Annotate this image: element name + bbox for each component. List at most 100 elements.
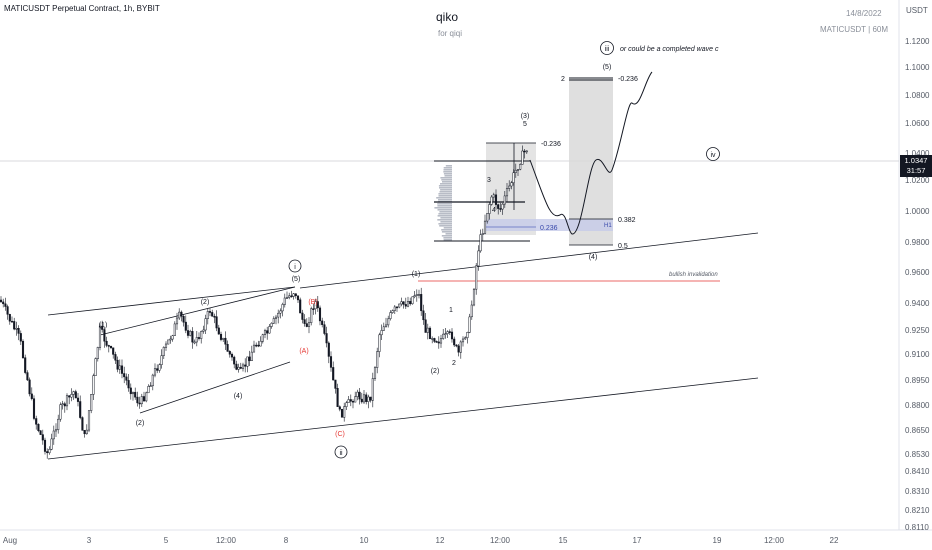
candle-body [347, 399, 350, 403]
candle-body [59, 404, 62, 420]
candle-body [470, 304, 473, 318]
fib-05-label: 0.5 [618, 243, 628, 250]
volume-profile-bar [443, 239, 452, 241]
volume-profile-bar [439, 211, 452, 213]
candle-body [457, 345, 460, 353]
fib-0236-label: 0.236 [540, 225, 558, 232]
volume-profile-bar [443, 169, 452, 171]
candle-body [290, 295, 293, 298]
candle-body [107, 345, 110, 347]
candle-body [237, 366, 240, 370]
candle-body [0, 299, 3, 303]
candle-body [134, 391, 137, 398]
wave-i-label: i [294, 264, 296, 271]
candle-body [147, 386, 150, 394]
candle-body [453, 338, 456, 346]
candle-body [336, 388, 339, 407]
candle-body [92, 375, 95, 395]
wave-one-small-label: 1 [449, 307, 453, 314]
price-tick-label: 0.9100 [905, 350, 930, 359]
candle-body [402, 301, 405, 305]
volume-profile-bar [441, 179, 452, 181]
candle-body [32, 398, 36, 419]
candle-body [488, 204, 491, 214]
candle-body [79, 401, 82, 418]
candle-body [213, 315, 216, 318]
candle-body [24, 357, 27, 373]
volume-profile-bar [437, 209, 452, 211]
candle-body [417, 294, 421, 296]
candle-body [296, 295, 300, 301]
candle-body [382, 326, 385, 331]
volume-profile-bar [438, 195, 452, 197]
candle-body [356, 391, 359, 397]
candle-body [358, 391, 361, 400]
candle-body [189, 331, 192, 336]
candle-body [435, 341, 438, 343]
candle-body [257, 344, 260, 347]
wave-ii-circle [334, 445, 348, 459]
candle-body [248, 356, 251, 362]
candle-body [30, 393, 33, 399]
candle-body [85, 429, 88, 435]
price-tick-label: 0.9250 [905, 326, 930, 335]
price-tick-label: 1.0600 [905, 119, 930, 128]
candle-body [448, 331, 451, 333]
price-tick-label: 0.8650 [905, 426, 930, 435]
candle-body [362, 394, 366, 403]
candle-body [369, 396, 372, 401]
candle-body [136, 396, 139, 404]
candle-body [437, 341, 440, 344]
wave-2-right-label: (2) [431, 368, 440, 375]
candle-body [35, 418, 38, 425]
candle-body [395, 306, 399, 309]
candle-body [112, 347, 115, 355]
candle-body [314, 301, 317, 310]
price-tick-label: 0.8950 [905, 376, 930, 385]
candle-body [367, 396, 370, 402]
wave-iv-circle [706, 147, 720, 161]
candle-body [186, 330, 190, 336]
candle-body [200, 331, 203, 339]
candle-body [131, 391, 135, 395]
candle-body [523, 150, 526, 153]
candle-body [167, 339, 170, 345]
candle-body [50, 438, 53, 450]
candle-body [426, 327, 429, 333]
candle-body [387, 318, 390, 326]
symbol-interval: MATICUSDT | 60M [820, 25, 889, 34]
candle-body [525, 150, 528, 153]
wave-4-proj-label: (4) [589, 254, 598, 261]
candle-body [266, 330, 269, 334]
volume-profile [434, 165, 452, 241]
candle-body [288, 295, 291, 298]
candle-body [15, 328, 18, 330]
wave-4-mid-label: (4) [234, 393, 243, 400]
candle-body [303, 319, 306, 324]
chart-title: MATICUSDT Perpetual Contract, 1h, BYBIT [4, 4, 160, 13]
candle-body [294, 293, 297, 297]
candle-body [499, 208, 502, 210]
candle-body [446, 331, 449, 334]
fib-neg236-big-label: -0.236 [618, 76, 638, 83]
candle-body [439, 338, 443, 344]
last-price-value: 1.0347 [905, 156, 928, 165]
candle-body [413, 295, 416, 298]
candle-body [250, 351, 253, 361]
candle-body [519, 164, 522, 170]
candle-body [360, 398, 363, 403]
candle-body [512, 172, 515, 183]
candle-body [510, 182, 513, 187]
volume-profile-bar [445, 165, 452, 167]
candle-body [307, 322, 311, 327]
candle-body [151, 374, 154, 387]
candle-body [6, 306, 9, 315]
candle-body [477, 250, 480, 267]
candle-body [252, 344, 256, 353]
candle-body [406, 301, 410, 307]
candle-body [46, 451, 49, 454]
candle-body [404, 304, 407, 307]
candle-body [514, 169, 517, 173]
volume-profile-bar [441, 229, 452, 231]
